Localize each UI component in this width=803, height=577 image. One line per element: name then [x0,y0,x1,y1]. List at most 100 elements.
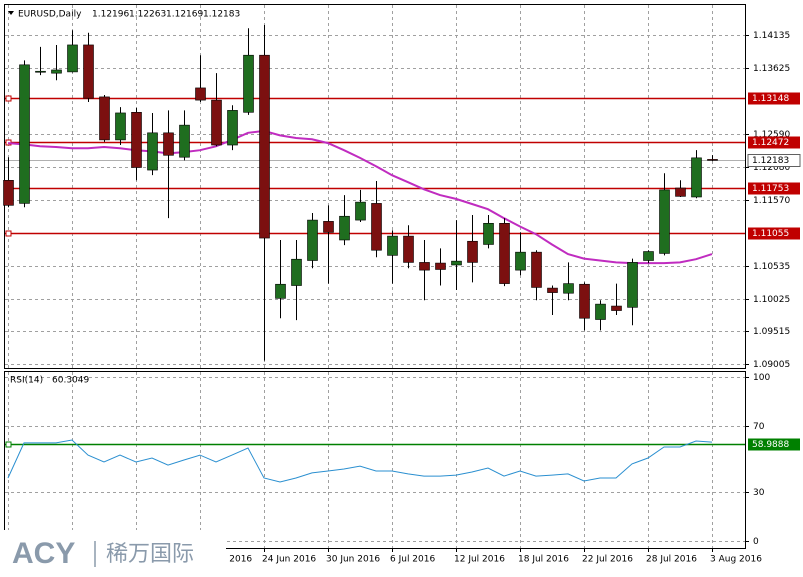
x-tick-label: 24 Jun 2016 [262,555,316,565]
y-tick-label: 1.10025 [753,295,790,305]
y-tick-label: 1.13625 [753,64,790,74]
candle-body [83,44,94,99]
candle-body [99,96,110,141]
candle-body [371,203,382,251]
candle-body [675,187,686,197]
logo-divider [94,541,96,567]
y-tick-label: 1.11570 [753,196,790,206]
logo-name: 稀万国际 [106,542,194,567]
candle-body [243,54,254,113]
x-tick-label: 12 Jul 2016 [454,555,505,565]
level-box [748,182,800,195]
rsi-line [7,439,713,483]
candle-body [515,251,526,271]
rsi-y-tick-label: 0 [753,537,759,547]
candle-body [691,157,702,198]
x-tick-label: 22 Jul 2016 [582,555,633,565]
rsi-level-anchor [5,441,12,448]
logo-box [0,530,226,577]
price-label: 1.12183 [752,156,789,166]
y-tick-label: 1.09515 [753,327,790,337]
logo-brand: ACY [12,537,75,570]
candle-body [643,251,654,261]
rsi-level-label: 58.9888 [752,440,789,450]
candle-body [547,287,558,293]
level-box [748,136,800,149]
rsi-y-tick-label: 70 [753,422,765,432]
candle-body [35,70,46,73]
candle-body [627,262,638,308]
candle-body [211,99,222,146]
candle-body [451,260,462,266]
y-tick-label: 1.10535 [753,262,790,272]
logo: ACY 稀万国际 [0,530,226,577]
candle-body [483,222,494,245]
level-label: 1.13148 [752,94,789,104]
level-anchor [5,95,12,102]
price-box [747,154,801,167]
grid-layer [5,5,745,548]
candle-body [707,159,718,161]
candle-body [611,305,622,311]
ohlc-close: 1.12183 [203,10,240,20]
candle-body [259,54,270,239]
candle-body [3,180,14,206]
candle-body [387,235,398,256]
candle-body [531,251,542,288]
candle-body [67,44,78,73]
x-tick-label: 6 Jul 2016 [390,555,435,565]
rsi-level-box [748,438,800,451]
candle-body [51,69,62,74]
candle-body [435,262,446,270]
header-arrow [8,11,14,15]
y-tick-label: 1.12080 [753,163,790,173]
candle-body [19,64,30,204]
candle-body [147,132,158,171]
candle-body [355,201,366,221]
candle-body [163,132,174,156]
candle-body [131,112,142,168]
candle-body [323,221,334,233]
y-tick-label: 1.09005 [753,360,790,370]
level-anchor [5,230,12,237]
chart-title: EURUSD,Daily [18,10,82,20]
x-tick-label: 18 Jul 2016 [518,555,569,565]
ohlc-high: 1.12263 [129,10,166,20]
level-box [748,227,800,240]
candle-body [467,240,478,263]
candle-body [339,215,350,241]
rsi-frame [4,371,746,549]
candle-body [115,112,126,141]
x-tick-label: 3 Aug 2016 [710,555,762,565]
candle-body [563,283,574,294]
candle-body [291,258,302,286]
candle-body [275,283,286,299]
candle-body [179,124,190,158]
candle-body [403,235,414,263]
candle-body [419,262,430,271]
rsi-value: 60.3049 [52,376,89,386]
moving-average [7,129,713,265]
ohlc-low: 1.12169 [166,10,203,20]
level-box [748,92,800,105]
candle-body [595,303,606,320]
candle-body [307,219,318,261]
candle-body [227,110,238,146]
level-label: 1.11055 [752,229,789,239]
y-tick-label: 1.12590 [753,130,790,140]
candle-body [659,189,670,254]
rsi-title: RSI(14) [10,376,43,386]
x-tick-label: 28 Jul 2016 [646,555,697,565]
candle-body [579,283,590,319]
marks-layer [3,25,745,483]
x-tick-label: 30 Jun 2016 [326,555,380,565]
candle-body [499,222,510,284]
level-label: 1.11753 [752,184,789,194]
rsi-y-tick-label: 100 [753,373,770,383]
ohlc-open: 1.12196 [92,10,129,20]
rsi-y-tick-label: 30 [753,488,765,498]
level-label: 1.12472 [752,138,789,148]
